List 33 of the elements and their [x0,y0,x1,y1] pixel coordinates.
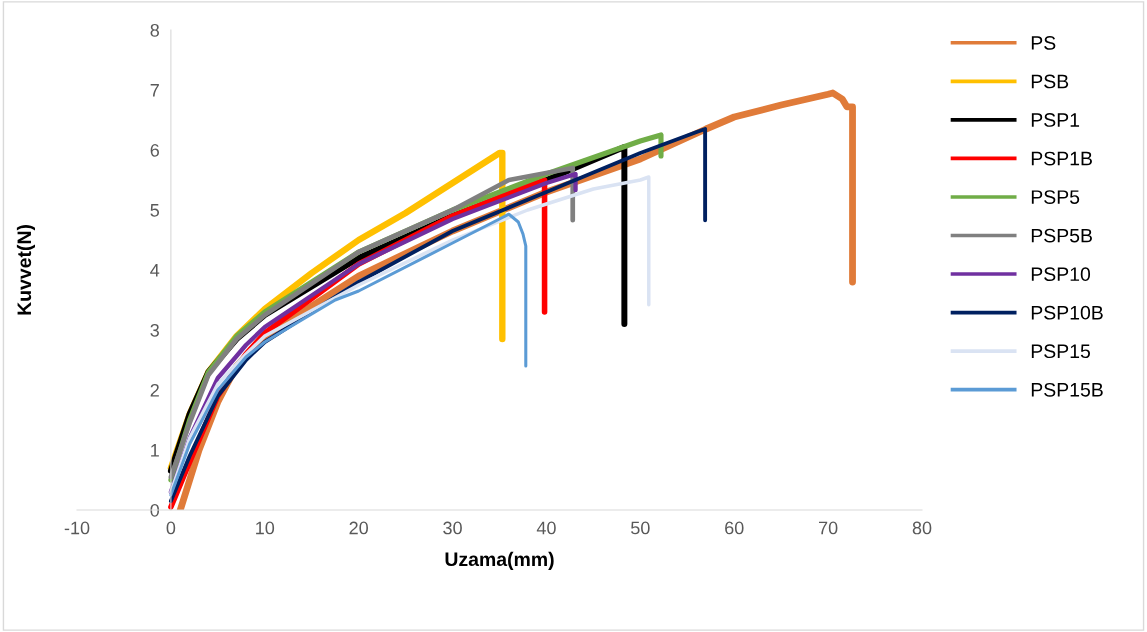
legend-label: PSP5B [1031,228,1092,243]
x-tick-label: 70 [819,521,838,535]
y-tick-label: 1 [151,444,159,457]
y-tick-label: 8 [150,23,159,37]
y-tick-label: 5 [150,204,160,217]
y-axis-title: Kuvvet(N) [16,225,35,315]
y-tick-label: 6 [150,143,159,157]
y-tick-label: 3 [150,323,159,337]
legend-label: PSP1B [1031,151,1092,166]
y-tick-label: 7 [150,84,159,97]
y-tick-label: 4 [150,264,160,277]
legend-label: PSB [1031,74,1069,89]
legend-label: PSP10B [1031,305,1103,320]
line-series [169,175,651,494]
x-axis-title: Uzama(mm) [445,551,554,570]
x-tick-label: 10 [256,521,275,535]
x-tick-label: 80 [912,521,932,535]
legend-label: PSP15 [1031,344,1090,359]
x-tick-label: -10 [64,521,90,535]
x-tick-label: 40 [536,521,556,535]
x-tick-label: 50 [631,521,650,535]
x-tick-label: 30 [443,521,462,535]
x-tick-label: 60 [725,521,744,535]
y-tick-label: 2 [150,383,159,397]
line-series [169,212,528,497]
legend-label: PSP5 [1031,190,1080,204]
legend-label: PS [1031,36,1056,50]
legend-label: PSP1 [1031,113,1080,127]
legend-label: PSP15B [1031,382,1103,397]
x-tick-label: 20 [349,521,368,535]
y-tick-label: 0 [150,503,160,517]
legend-label: PSP10 [1031,267,1091,282]
x-tick-label: 0 [166,521,176,535]
